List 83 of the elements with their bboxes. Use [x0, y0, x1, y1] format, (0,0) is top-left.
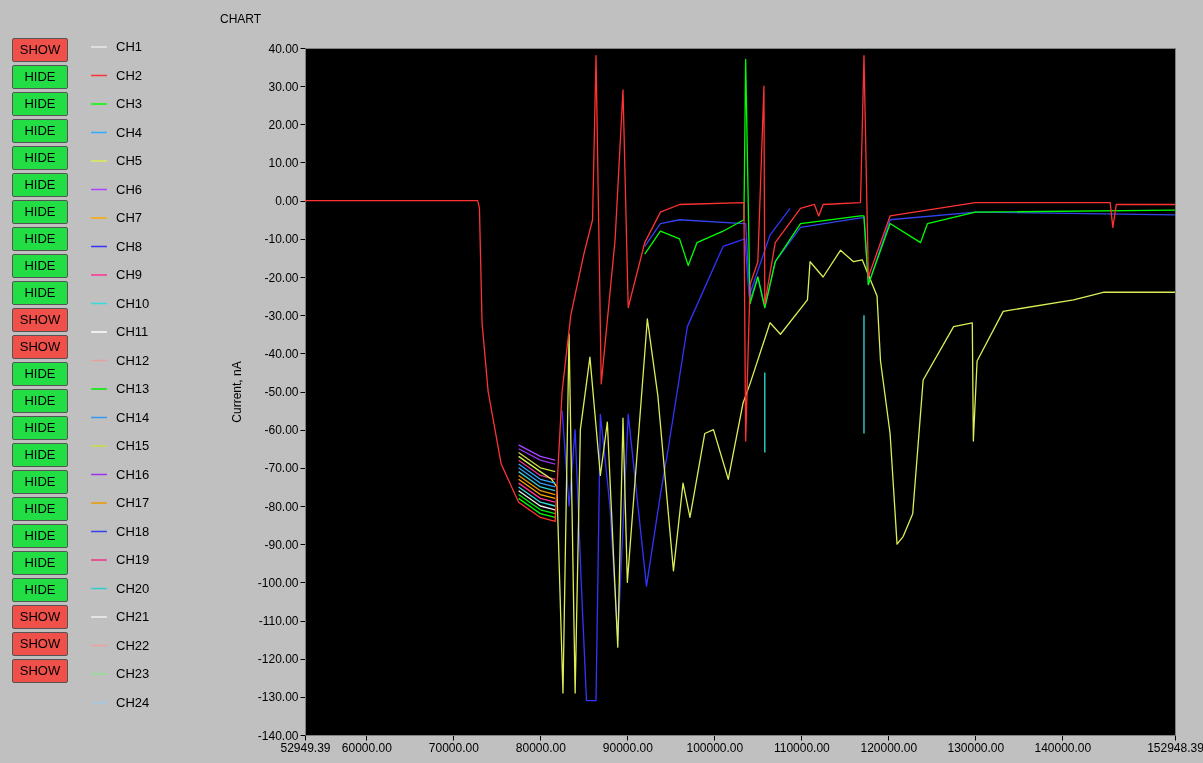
legend-label: CH7 [116, 210, 143, 225]
toggle-button: HIDE [12, 227, 68, 251]
toggle-button: SHOW [12, 659, 68, 683]
legend-label: CH22 [116, 637, 150, 653]
x-tick-label: 120000.00 [860, 740, 918, 755]
y-tick-label: 10.00 [268, 156, 299, 170]
toggle-button: HIDE [12, 200, 68, 224]
legend-label: CH23 [116, 666, 150, 681]
legend-label: CH14 [116, 409, 150, 425]
toggle-button: SHOW [12, 335, 68, 359]
toggle-button: HIDE [12, 416, 68, 440]
y-tick-label: 40.00 [268, 41, 299, 56]
legend-label: CH2 [116, 67, 143, 83]
toggle-button: HIDE [12, 551, 68, 575]
y-tick-label: -60.00 [264, 423, 299, 438]
y-tick-label: 20.00 [268, 117, 299, 132]
x-tick-label: 152948.39 [1147, 740, 1203, 755]
legend-label: CH9 [116, 267, 143, 282]
legend-label: CH4 [116, 124, 143, 140]
y-tick-label: -130.00 [257, 690, 299, 705]
y-tick-label: 0.00 [275, 194, 299, 209]
legend-label: CH15 [116, 438, 150, 453]
line-series [561, 207, 791, 702]
y-tick-label: -20.00 [264, 270, 299, 285]
toggle-button: SHOW [12, 632, 68, 656]
legend-label: CH8 [116, 238, 143, 254]
y-tick-label: -110.00 [258, 614, 299, 628]
legend-label: CH1 [116, 39, 143, 54]
legend-label: CH6 [116, 181, 143, 197]
legend-label: CH17 [116, 495, 150, 510]
y-tick-label: -140.00 [257, 728, 299, 743]
x-tick-label: 140000.00 [1034, 740, 1092, 755]
legend-label: CH11 [116, 324, 149, 339]
y-tick-label: -120.00 [257, 652, 299, 667]
y-tick-label: 30.00 [268, 79, 299, 94]
x-tick-label: 70000.00 [428, 740, 480, 755]
y-tick-label: -80.00 [264, 499, 299, 514]
legend-label: CH12 [116, 352, 150, 368]
x-tick-label: 100000.00 [686, 740, 744, 755]
toggle-button: HIDE [12, 254, 68, 278]
line-series [305, 54, 1175, 522]
x-tick-label: 52949.39 [280, 740, 331, 755]
toggle-button: HIDE [12, 362, 68, 386]
toggle-button: HIDE [12, 173, 68, 197]
toggle-button: SHOW [12, 308, 68, 332]
y-tick-label: -100.00 [257, 575, 299, 590]
legend-label: CH10 [116, 295, 150, 311]
chart-title: CHART [220, 12, 262, 26]
x-tick-label: 90000.00 [602, 740, 654, 755]
x-tick-label: 60000.00 [341, 740, 393, 755]
y-tick-label: -40.00 [264, 346, 299, 361]
legend-label: CH24 [116, 694, 150, 710]
legend-label: CH18 [116, 523, 150, 539]
legend-label: CH21 [116, 609, 150, 624]
toggle-button: HIDE [12, 119, 68, 143]
line-series [517, 249, 1175, 694]
toggle-button: HIDE [12, 524, 68, 548]
x-tick-label: 110000.00 [773, 740, 831, 755]
legend-label: CH13 [116, 381, 150, 396]
x-tick-label: 130000.00 [947, 740, 1005, 755]
legend-label: CH5 [116, 153, 143, 168]
legend-label: CH19 [116, 552, 150, 567]
toggle-button: HIDE [12, 281, 68, 305]
legend-label: CH3 [116, 96, 143, 111]
toggle-button: HIDE [12, 497, 68, 521]
y-tick-label: -70.00 [264, 461, 299, 476]
x-tick-label: 80000.00 [515, 740, 567, 755]
toggle-button: HIDE [12, 389, 68, 413]
y-tick-label: -30.00 [264, 308, 299, 323]
toggle-button: HIDE [12, 470, 68, 494]
toggle-button: HIDE [12, 65, 68, 89]
y-tick-label: -10.00 [264, 232, 299, 247]
legend-label: CH20 [116, 580, 150, 596]
toggle-button: HIDE [12, 443, 68, 467]
toggle-button: HIDE [12, 92, 68, 116]
toggle-button: HIDE [12, 146, 68, 170]
y-tick-label: -50.00 [264, 385, 299, 399]
toggle-button: SHOW [12, 38, 68, 62]
y-tick-label: -90.00 [264, 537, 299, 552]
legend-label: CH16 [116, 466, 150, 482]
y-axis-title: Current, nA [229, 361, 244, 423]
toggle-button: HIDE [12, 578, 68, 602]
toggle-button: SHOW [12, 605, 68, 629]
